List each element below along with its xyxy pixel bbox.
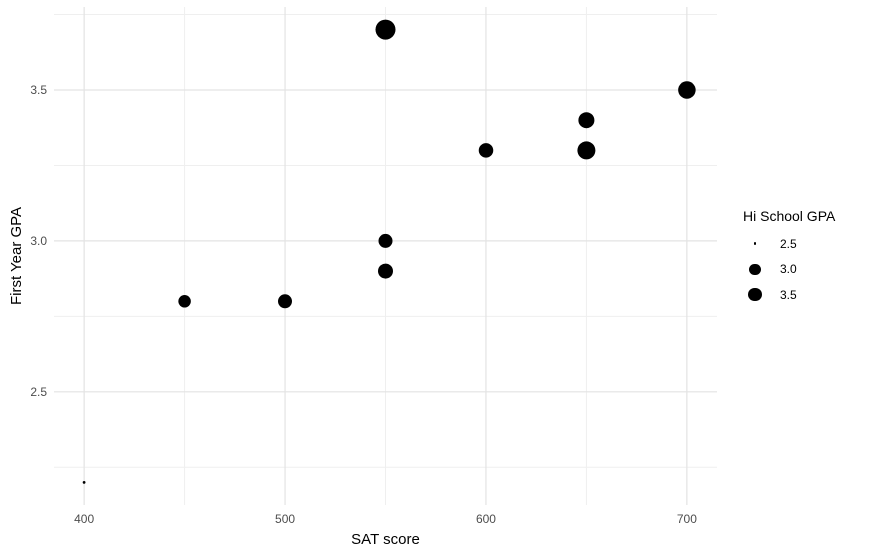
data-point bbox=[278, 294, 292, 309]
legend-item-label: 3.0 bbox=[780, 262, 797, 277]
data-point bbox=[178, 295, 191, 308]
legend-key bbox=[743, 232, 767, 256]
legend-item: 3.5 bbox=[743, 282, 835, 308]
x-tick-label: 500 bbox=[275, 512, 296, 526]
x-axis-title: SAT score bbox=[351, 531, 420, 548]
legend-key bbox=[743, 283, 767, 307]
legend-dot-icon bbox=[753, 242, 757, 246]
x-tick-label: 400 bbox=[74, 512, 95, 526]
data-point bbox=[375, 19, 396, 40]
size-legend: Hi School GPA 2.5 3.0 3.5 bbox=[743, 208, 835, 308]
data-point bbox=[478, 143, 494, 158]
legend-item: 2.5 bbox=[743, 231, 835, 257]
legend-key bbox=[743, 257, 767, 281]
legend-item: 3.0 bbox=[743, 257, 835, 283]
legend-item-label: 2.5 bbox=[780, 236, 797, 251]
data-point bbox=[678, 81, 696, 99]
data-point bbox=[578, 112, 595, 129]
data-point bbox=[577, 141, 596, 160]
y-tick-label: 3.5 bbox=[30, 83, 47, 97]
x-tick-label: 600 bbox=[475, 512, 496, 526]
data-point bbox=[82, 481, 86, 484]
y-tick-label: 2.5 bbox=[30, 384, 47, 399]
legend-dot-icon bbox=[748, 288, 762, 302]
legend-dot-icon bbox=[749, 263, 761, 275]
legend-item-label: 3.5 bbox=[780, 287, 797, 302]
x-tick-label: 700 bbox=[676, 512, 697, 526]
legend-items: 2.5 3.0 3.5 bbox=[743, 231, 835, 308]
data-point bbox=[378, 233, 393, 248]
y-axis-title: First Year GPA bbox=[8, 206, 25, 306]
data-point bbox=[378, 263, 393, 279]
legend-title: Hi School GPA bbox=[743, 208, 836, 224]
y-tick-label: 3.0 bbox=[30, 233, 47, 248]
